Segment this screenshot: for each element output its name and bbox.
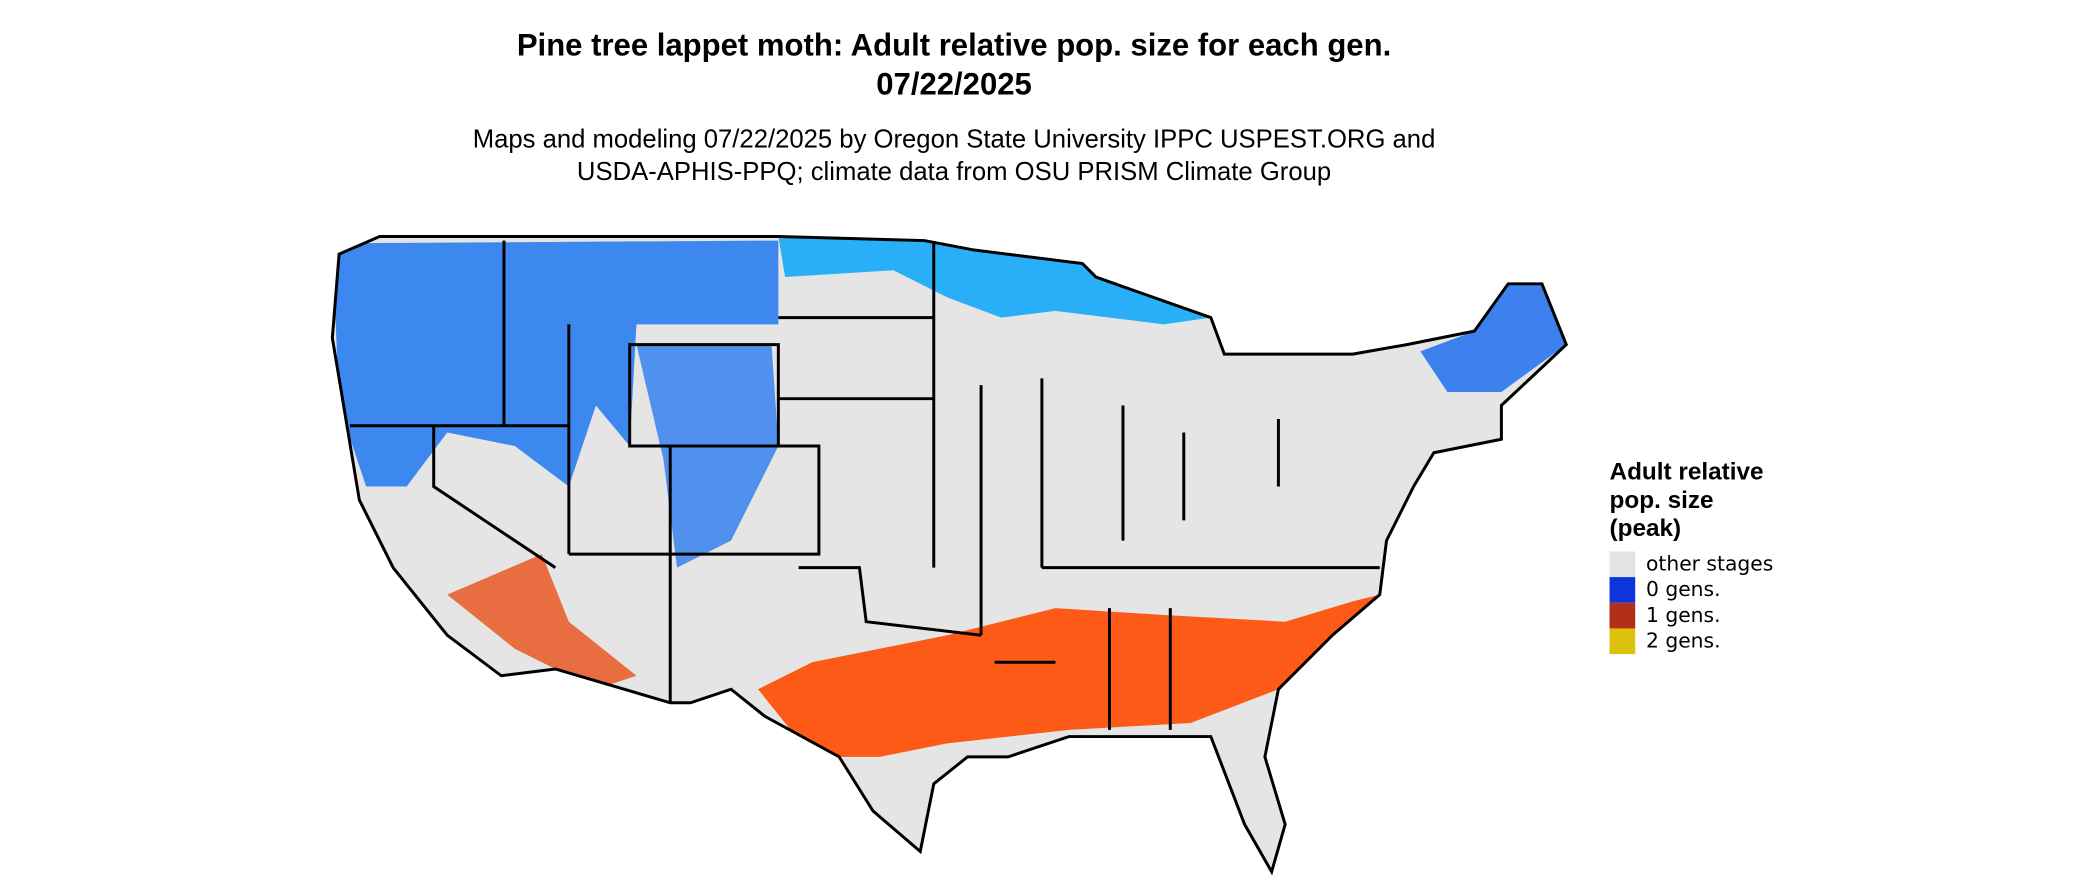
legend-label: 0 gens. bbox=[1646, 577, 1721, 601]
legend-swatch bbox=[1609, 551, 1636, 578]
legend-swatch bbox=[1609, 577, 1636, 603]
legend-title: Adult relative bbox=[1610, 458, 1764, 485]
legend-title: pop. size bbox=[1610, 487, 1714, 514]
legend-label: other stages bbox=[1646, 551, 1773, 575]
title: Pine tree lappet moth: Adult relative po… bbox=[517, 28, 1391, 63]
legend-label: 2 gens. bbox=[1646, 628, 1721, 652]
red-region bbox=[447, 554, 637, 690]
subtitle: Maps and modeling 07/22/2025 by Oregon S… bbox=[473, 125, 1436, 153]
state-borders bbox=[330, 235, 1569, 876]
map-area bbox=[332, 236, 1567, 872]
legend-swatch bbox=[1609, 602, 1636, 629]
red-region bbox=[758, 594, 1380, 757]
blue-region bbox=[1420, 283, 1567, 392]
blue-region bbox=[636, 344, 779, 568]
legend-swatch bbox=[1609, 628, 1636, 655]
blue-region bbox=[778, 236, 1211, 325]
title-date: 07/22/2025 bbox=[876, 67, 1032, 102]
legend-title: (peak) bbox=[1610, 515, 1682, 542]
legend-label: 1 gens. bbox=[1646, 603, 1721, 627]
subtitle: USDA-APHIS-PPQ; climate data from OSU PR… bbox=[577, 158, 1331, 186]
